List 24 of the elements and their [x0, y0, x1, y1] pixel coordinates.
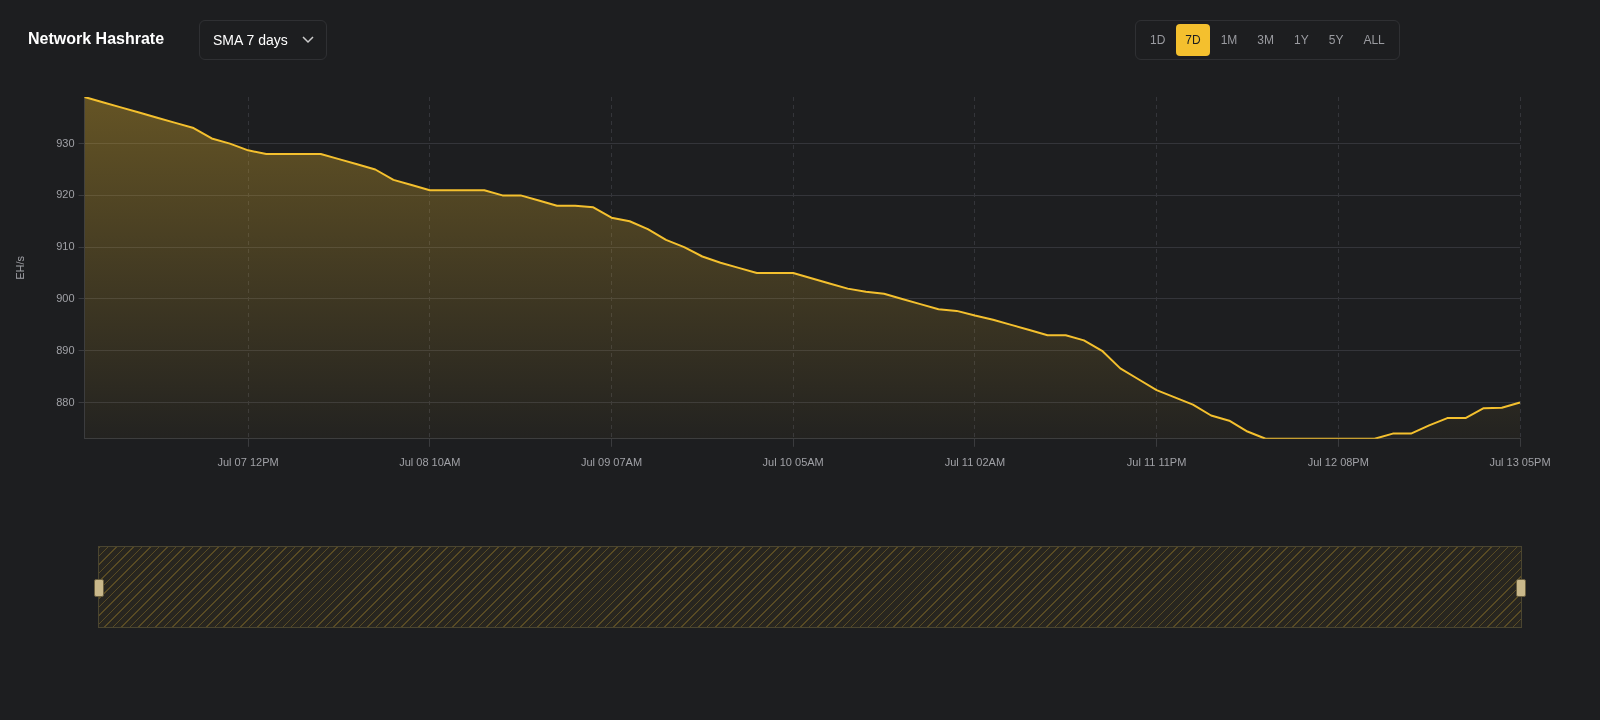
- x-tick-label: Jul 07 12PM: [217, 456, 279, 469]
- y-tick-label: 900: [56, 292, 75, 304]
- x-tick-label: Jul 10 05AM: [762, 456, 824, 469]
- text: ALL: [1362, 32, 1386, 49]
- text: 1M: [1219, 32, 1239, 49]
- x-tick-label: Jul 12 08PM: [1307, 456, 1369, 469]
- y-tick-label: 890: [56, 343, 75, 356]
- text: 3M: [1256, 32, 1276, 49]
- x-tick-label: Jul 09 07AM: [580, 456, 643, 469]
- y-tick-label: 880: [56, 395, 75, 408]
- chart-subtitle: SMA 7 days: [213, 32, 288, 48]
- y-axis-title: EH/s: [13, 255, 26, 280]
- y-tick-label: 930: [56, 136, 75, 149]
- x-tick-label: Jul 13 05PM: [1489, 456, 1551, 469]
- y-tick-label: 910: [56, 240, 75, 253]
- text: 5Y: [1327, 32, 1345, 49]
- text: 1Y: [1293, 32, 1310, 49]
- text: 1D: [1149, 32, 1167, 49]
- x-tick-label: Jul 08 10AM: [399, 456, 461, 469]
- text: 7D: [1176, 24, 1210, 56]
- chart-title: Network Hashrate: [28, 30, 165, 48]
- x-tick-label: Jul 11 02AM: [944, 456, 1006, 469]
- x-tick-label: Jul 11 11PM: [1126, 456, 1187, 469]
- y-tick-label: 920: [56, 188, 75, 201]
